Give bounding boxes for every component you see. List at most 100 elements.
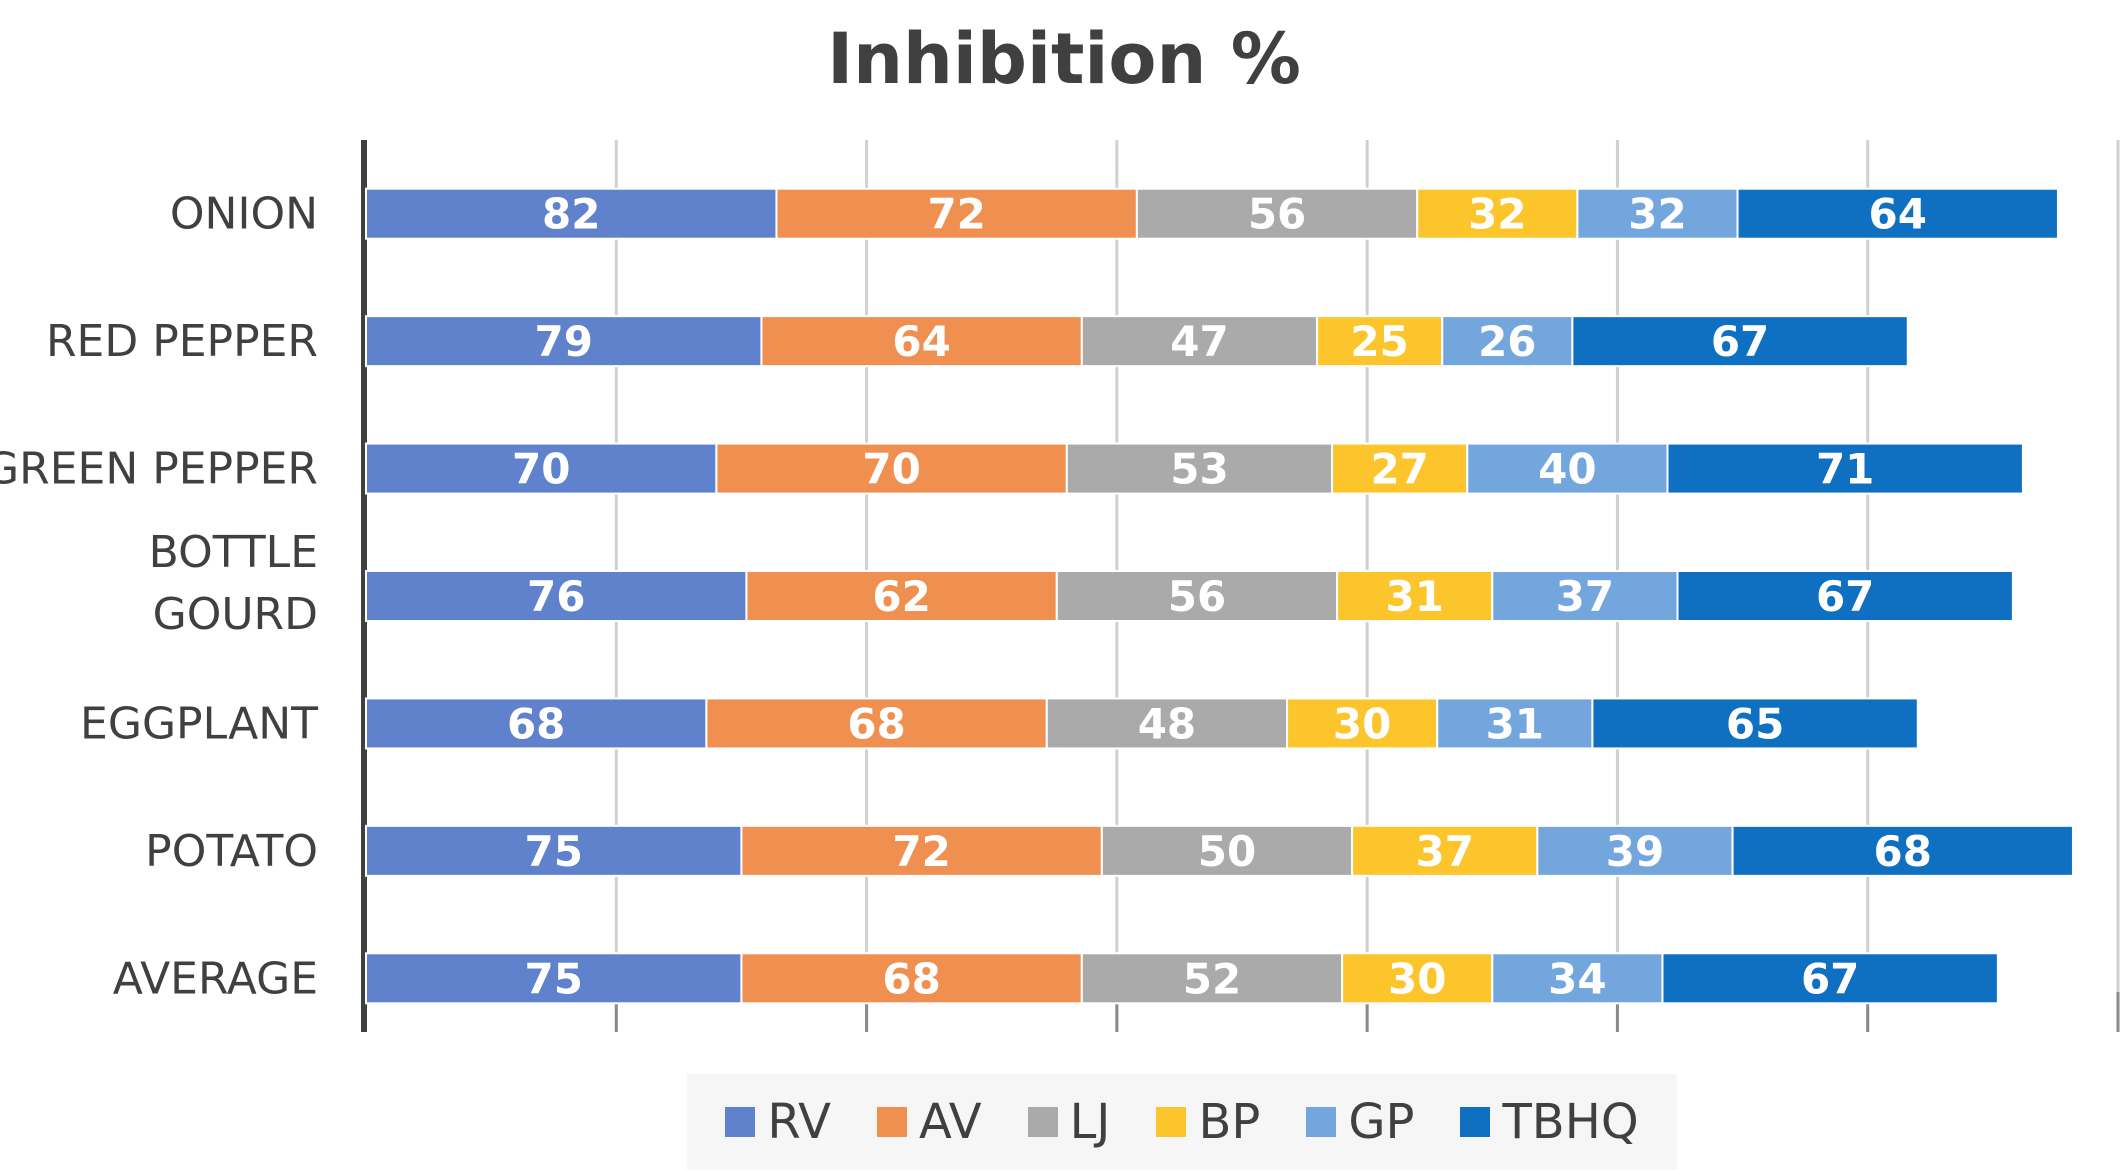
data-label: 65 [1726, 699, 1784, 748]
category-label: GREEN PEPPER [0, 444, 318, 495]
data-label: 70 [862, 445, 920, 494]
data-label: 34 [1548, 954, 1606, 1003]
legend: RV AV LJ BP GP TBHQ [687, 1074, 1677, 1170]
bar-segment-av [760, 315, 1083, 368]
data-label: 26 [1478, 317, 1536, 366]
legend-label: GP [1348, 1094, 1415, 1150]
data-label: 68 [1874, 827, 1932, 876]
bar-segment-lj [1065, 442, 1334, 495]
category-label: RED PEPPER [46, 316, 318, 367]
legend-swatch [1306, 1107, 1337, 1137]
bar-segment-rv [365, 697, 708, 750]
data-label: 48 [1138, 699, 1196, 748]
category-label: POTATO [145, 826, 318, 877]
data-label: 67 [1801, 954, 1859, 1003]
bar-segment-lj [1045, 697, 1289, 750]
legend-item-av: AV [876, 1094, 982, 1150]
bar-segment-av [745, 570, 1058, 622]
bar-segment-lj [1100, 824, 1354, 877]
bar-segment-av [705, 697, 1048, 750]
data-label: 62 [872, 572, 930, 621]
data-label: 68 [882, 954, 940, 1003]
bar-segment-bp [1316, 315, 1444, 368]
data-label: 68 [847, 699, 905, 748]
legend-item-tbhq: TBHQ [1460, 1094, 1639, 1150]
data-label: 82 [542, 190, 600, 239]
bar-segment-rv [365, 570, 748, 622]
bar-segment-gp [1466, 442, 1669, 495]
bar-segment-tbhq [1666, 442, 2024, 495]
bar-segment-rv [365, 442, 718, 495]
bar-segment-tbhq [1676, 570, 2014, 622]
bar-segment-lj [1080, 952, 1344, 1005]
category-label: AVERAGE [113, 953, 318, 1004]
data-label: 31 [1385, 572, 1443, 621]
chart-title: Inhibition % [827, 18, 1301, 100]
legend-label: BP [1198, 1094, 1261, 1150]
data-label: 75 [524, 954, 582, 1003]
data-label: 64 [892, 317, 950, 366]
bar-segment-av [740, 952, 1083, 1005]
data-label: 68 [507, 699, 565, 748]
category-labels: ONION RED PEPPER GREEN PEPPER BOTTLE GOURD EG… [0, 189, 318, 1005]
legend-label: LJ [1069, 1094, 1111, 1150]
bar-segment-bp [1341, 952, 1494, 1005]
data-label: 72 [892, 827, 950, 876]
data-label: 31 [1486, 699, 1544, 748]
category-label: BOTTLE GOURD [149, 527, 318, 640]
bar-segment-bp [1416, 187, 1579, 240]
data-label: 56 [1248, 190, 1306, 239]
bar-segment-bp [1336, 570, 1494, 622]
legend-item-gp: GP [1306, 1094, 1414, 1150]
data-label: 30 [1388, 954, 1446, 1003]
bars: 82 72 56 32 32 64 79 64 47 25 26 67 70 70 53 27 40 71 76 62… [365, 187, 2074, 1005]
legend-swatch [876, 1107, 907, 1137]
data-label: 37 [1556, 572, 1614, 621]
bar-segment-tbhq [1731, 824, 2074, 877]
data-label: 27 [1370, 445, 1428, 494]
data-label: 52 [1183, 954, 1241, 1003]
bar-segment-bp [1331, 442, 1469, 495]
bar-segment-gp [1536, 824, 1734, 877]
bar-segment-av [740, 824, 1103, 877]
data-label: 32 [1628, 190, 1686, 239]
legend-label: AV [918, 1094, 982, 1150]
bar-segment-tbhq [1571, 315, 1909, 368]
legend-swatch [1027, 1107, 1058, 1137]
legend-swatch [1460, 1107, 1491, 1137]
bar-segment-av [715, 442, 1068, 495]
data-label: 76 [527, 572, 585, 621]
legend-label: RV [767, 1094, 831, 1150]
data-label: 67 [1816, 572, 1874, 621]
data-label: 39 [1606, 827, 1664, 876]
data-label: 67 [1711, 317, 1769, 366]
category-label: ONION [170, 189, 318, 240]
data-label: 50 [1198, 827, 1256, 876]
bar-segment-rv [365, 824, 743, 877]
data-label: 64 [1869, 190, 1927, 239]
legend-item-lj: LJ [1027, 1094, 1111, 1150]
data-label: 71 [1816, 445, 1874, 494]
legend-swatch [725, 1107, 756, 1137]
bar-segment-gp [1436, 697, 1594, 750]
legend-item-bp: BP [1156, 1094, 1260, 1150]
bar-segment-av [775, 187, 1138, 240]
data-label: 32 [1468, 190, 1526, 239]
data-label: 53 [1170, 445, 1228, 494]
bar-segment-tbhq [1736, 187, 2059, 240]
data-label: 75 [524, 827, 582, 876]
legend-swatch [1156, 1107, 1187, 1137]
data-label: 79 [534, 317, 592, 366]
legend-item-rv: RV [725, 1094, 831, 1150]
legend-label: TBHQ [1502, 1094, 1639, 1150]
bar-segment-gp [1491, 952, 1664, 1005]
bar-segment-tbhq [1661, 952, 1999, 1005]
data-label: 70 [512, 445, 570, 494]
bar-segment-tbhq [1591, 697, 1919, 750]
data-label: 56 [1168, 572, 1226, 621]
data-label: 47 [1170, 317, 1228, 366]
data-label: 25 [1350, 317, 1408, 366]
bar-segment-lj [1055, 570, 1339, 622]
data-label: 72 [927, 190, 985, 239]
